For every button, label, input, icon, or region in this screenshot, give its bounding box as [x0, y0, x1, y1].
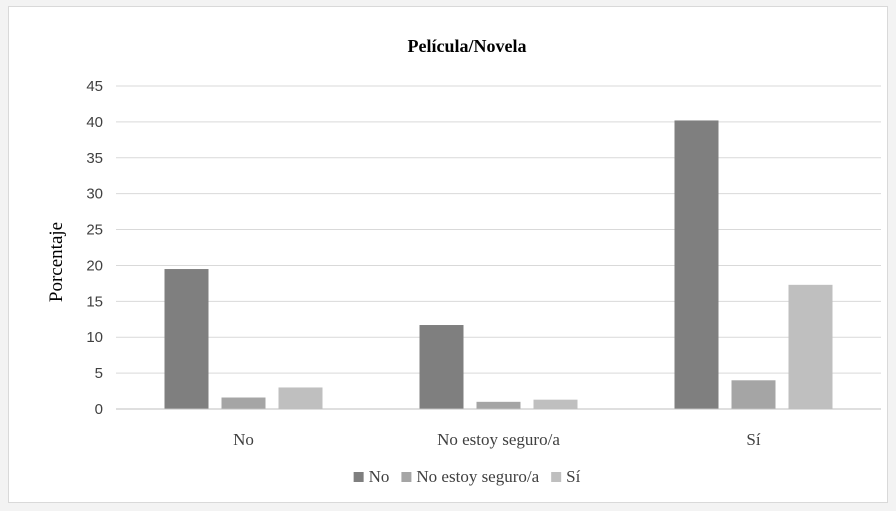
bar [788, 284, 833, 409]
legend-swatch [401, 472, 412, 482]
bar-chart: Película/Novela Porcentaje 0 5 10 15 20 25 30 3… [46, 36, 881, 486]
legend-swatch [353, 472, 364, 482]
y-tick-label: 40 [86, 114, 103, 131]
bar [278, 387, 323, 409]
x-category-label: No [233, 430, 254, 449]
chart-frame: Película/Novela Porcentaje 0 5 10 15 20 25 30 3… [8, 6, 888, 503]
bars [164, 120, 833, 409]
bar [164, 269, 209, 409]
x-category-label: No estoy seguro/a [437, 430, 560, 449]
bar [731, 380, 776, 409]
y-tick-label: 45 [86, 78, 103, 95]
legend-label: No [369, 467, 390, 486]
y-tick-label: 0 [95, 401, 103, 418]
legend: No No estoy seguro/a Sí [353, 467, 581, 486]
bar [476, 401, 521, 409]
bar [533, 399, 578, 409]
bar [419, 325, 464, 409]
y-tick-label: 15 [86, 293, 103, 310]
y-tick-label: 20 [86, 257, 103, 274]
bar [674, 120, 719, 409]
y-tick-label: 35 [86, 150, 103, 167]
x-category-label: Sí [746, 430, 760, 449]
x-category-labels: No No estoy seguro/a Sí [233, 430, 761, 449]
bar [221, 397, 266, 409]
y-tick-label: 30 [86, 186, 103, 203]
legend-swatch [551, 472, 562, 482]
y-tick-label: 10 [86, 329, 103, 346]
y-tick-label: 25 [86, 222, 103, 239]
legend-label: Sí [566, 467, 580, 486]
gridlines [116, 85, 881, 374]
y-tick-label: 5 [95, 365, 103, 382]
chart-title: Película/Novela [408, 36, 527, 56]
y-axis-label: Porcentaje [46, 222, 67, 302]
legend-label: No estoy seguro/a [416, 467, 539, 486]
y-tick-labels: 0 5 10 15 20 25 30 35 40 45 [86, 78, 103, 418]
